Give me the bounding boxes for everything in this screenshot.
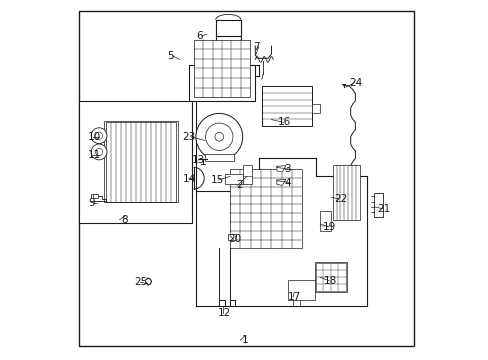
Text: 9: 9 (88, 198, 94, 208)
Text: 23: 23 (183, 132, 196, 142)
Bar (261, 86, 311, 126)
Text: 20: 20 (228, 234, 241, 244)
Bar (242, 165, 251, 184)
Text: 6: 6 (196, 31, 202, 41)
Bar (314, 262, 346, 292)
Text: 1: 1 (242, 335, 248, 345)
Text: 15: 15 (210, 175, 224, 185)
Bar (79, 101, 192, 223)
Text: 16: 16 (277, 117, 291, 127)
Bar (91, 194, 96, 198)
Text: 5: 5 (167, 51, 173, 61)
Text: 24: 24 (348, 78, 362, 88)
Bar (230, 169, 302, 248)
Polygon shape (276, 179, 285, 185)
Bar (228, 234, 236, 240)
Circle shape (95, 132, 102, 139)
Bar (194, 40, 249, 97)
Text: 18: 18 (323, 276, 336, 286)
Text: 3: 3 (284, 164, 290, 174)
Text: 25: 25 (134, 276, 148, 287)
Text: 22: 22 (333, 194, 346, 204)
Text: 19: 19 (322, 222, 336, 232)
Text: 17: 17 (287, 292, 300, 302)
Bar (373, 193, 382, 217)
Circle shape (95, 148, 102, 156)
Bar (315, 263, 346, 291)
Text: 2: 2 (236, 180, 242, 190)
Text: 8: 8 (122, 215, 128, 225)
Circle shape (205, 123, 232, 150)
Text: 10: 10 (88, 132, 101, 142)
Bar (311, 104, 320, 113)
Polygon shape (188, 36, 255, 101)
Bar (332, 165, 359, 220)
Circle shape (196, 113, 242, 160)
Bar (93, 194, 98, 198)
Text: 7: 7 (253, 42, 260, 52)
Bar (104, 121, 178, 202)
Bar (287, 280, 314, 300)
Text: 4: 4 (284, 177, 290, 188)
Text: 12: 12 (217, 308, 230, 318)
Bar (320, 211, 330, 231)
Bar (204, 154, 233, 161)
Text: 11: 11 (88, 150, 101, 160)
Circle shape (215, 132, 223, 141)
Polygon shape (215, 20, 241, 36)
Bar (106, 122, 176, 202)
Text: 13: 13 (192, 155, 205, 165)
Circle shape (91, 144, 107, 160)
Text: 21: 21 (377, 204, 390, 214)
Circle shape (91, 128, 107, 144)
Bar (224, 174, 242, 184)
Polygon shape (276, 166, 285, 172)
Text: 14: 14 (183, 174, 196, 184)
